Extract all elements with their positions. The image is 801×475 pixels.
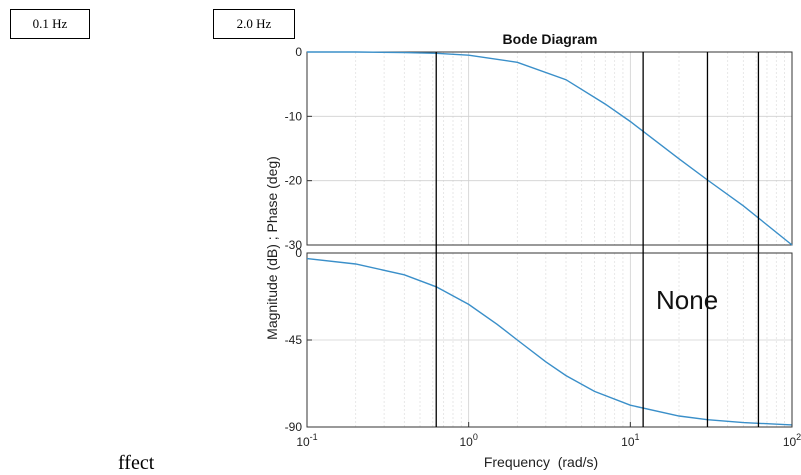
frequency-label-text: 0.1 Hz	[32, 16, 68, 31]
y-tick-label: -20	[285, 174, 303, 188]
x-axis-label: Frequency (rad/s)	[484, 454, 598, 470]
panel-frame	[306, 51, 793, 246]
bode-panel-upper: 0 -10 -20 -30	[285, 45, 793, 252]
y-tick-label: 0	[295, 246, 302, 260]
clipped-bottom-text: ffect	[118, 452, 155, 474]
y-tick-label: 0	[295, 45, 302, 59]
bode-series-line-upper	[307, 51, 793, 246]
y-tick-label: -45	[285, 333, 303, 347]
x-tick-label: 100	[459, 432, 477, 449]
y-axis-label: Magnitude (dB) ; Phase (deg)	[264, 156, 280, 340]
chart-title: Bode Diagram	[503, 31, 598, 47]
frequency-label-box-0.1hz: 0.1 Hz	[10, 9, 90, 39]
frequency-label-box-2.0hz: 2.0 Hz	[213, 9, 295, 39]
x-tick-label: 102	[783, 432, 801, 449]
y-tick-label: -30	[285, 238, 303, 252]
x-tick-label: 101	[621, 432, 639, 449]
y-tick-label: -10	[285, 109, 303, 123]
overlay-text-none: None	[656, 285, 718, 315]
x-tick-label: 10-1	[296, 432, 317, 449]
bode-series-line-lower	[306, 257, 793, 426]
bode-panel-lower: 0 -45 -90	[285, 246, 793, 434]
frequency-label-text: 2.0 Hz	[236, 16, 272, 31]
panel-frame	[306, 252, 793, 428]
y-tick-label: -90	[285, 420, 303, 434]
